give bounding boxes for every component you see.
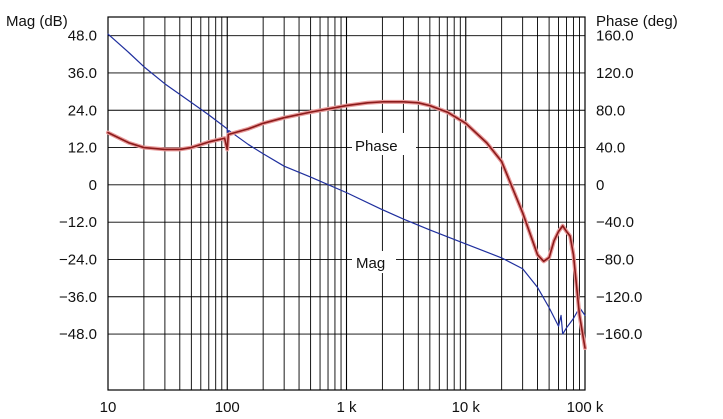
left-y-tick-label: 48.0: [68, 28, 97, 45]
tick-labels: 10 100 1 k 10 k 100 k 48.0 36.0 24.0 12.0 0 −12.0 −…: [59, 28, 642, 416]
mag-label-background: [352, 251, 396, 273]
right-y-tick-label: 120.0: [596, 65, 634, 82]
right-y-tick-label: 160.0: [596, 28, 634, 45]
mag-series-label: Mag: [356, 255, 385, 272]
right-y-tick-label: 0: [596, 177, 604, 194]
left-y-tick-label: −12.0: [59, 214, 97, 231]
left-axis-title: Mag (dB): [6, 13, 68, 30]
left-y-tick-label: −24.0: [59, 251, 97, 268]
plot-frame: [107, 16, 586, 391]
left-y-tick-label: 24.0: [68, 102, 97, 119]
phase-label-background: [352, 133, 416, 155]
left-y-tick-label: 36.0: [68, 65, 97, 82]
x-tick-label: 10: [100, 399, 117, 416]
right-y-tick-label: −120.0: [596, 289, 642, 306]
x-tick-label: 10 k: [452, 399, 481, 416]
mag-series-line: [107, 33, 586, 335]
x-tick-label: 100: [215, 399, 240, 416]
phase-series-line: [107, 101, 586, 349]
left-y-tick-label: −36.0: [59, 289, 97, 306]
x-tick-label: 100 k: [567, 399, 604, 416]
left-y-tick-label: 12.0: [68, 140, 97, 157]
right-y-tick-label: 40.0: [596, 140, 625, 157]
grid: [108, 17, 585, 390]
phase-series-label: Phase: [355, 138, 398, 155]
right-y-tick-label: −80.0: [596, 251, 634, 268]
left-y-tick-label: −48.0: [59, 326, 97, 343]
right-y-tick-label: −40.0: [596, 214, 634, 231]
right-y-tick-label: 80.0: [596, 102, 625, 119]
right-y-tick-label: −160.0: [596, 326, 642, 343]
x-tick-label: 1 k: [336, 399, 357, 416]
series-group: [106, 33, 587, 351]
right-axis-title: Phase (deg): [596, 13, 678, 30]
left-y-tick-label: 0: [89, 177, 97, 194]
